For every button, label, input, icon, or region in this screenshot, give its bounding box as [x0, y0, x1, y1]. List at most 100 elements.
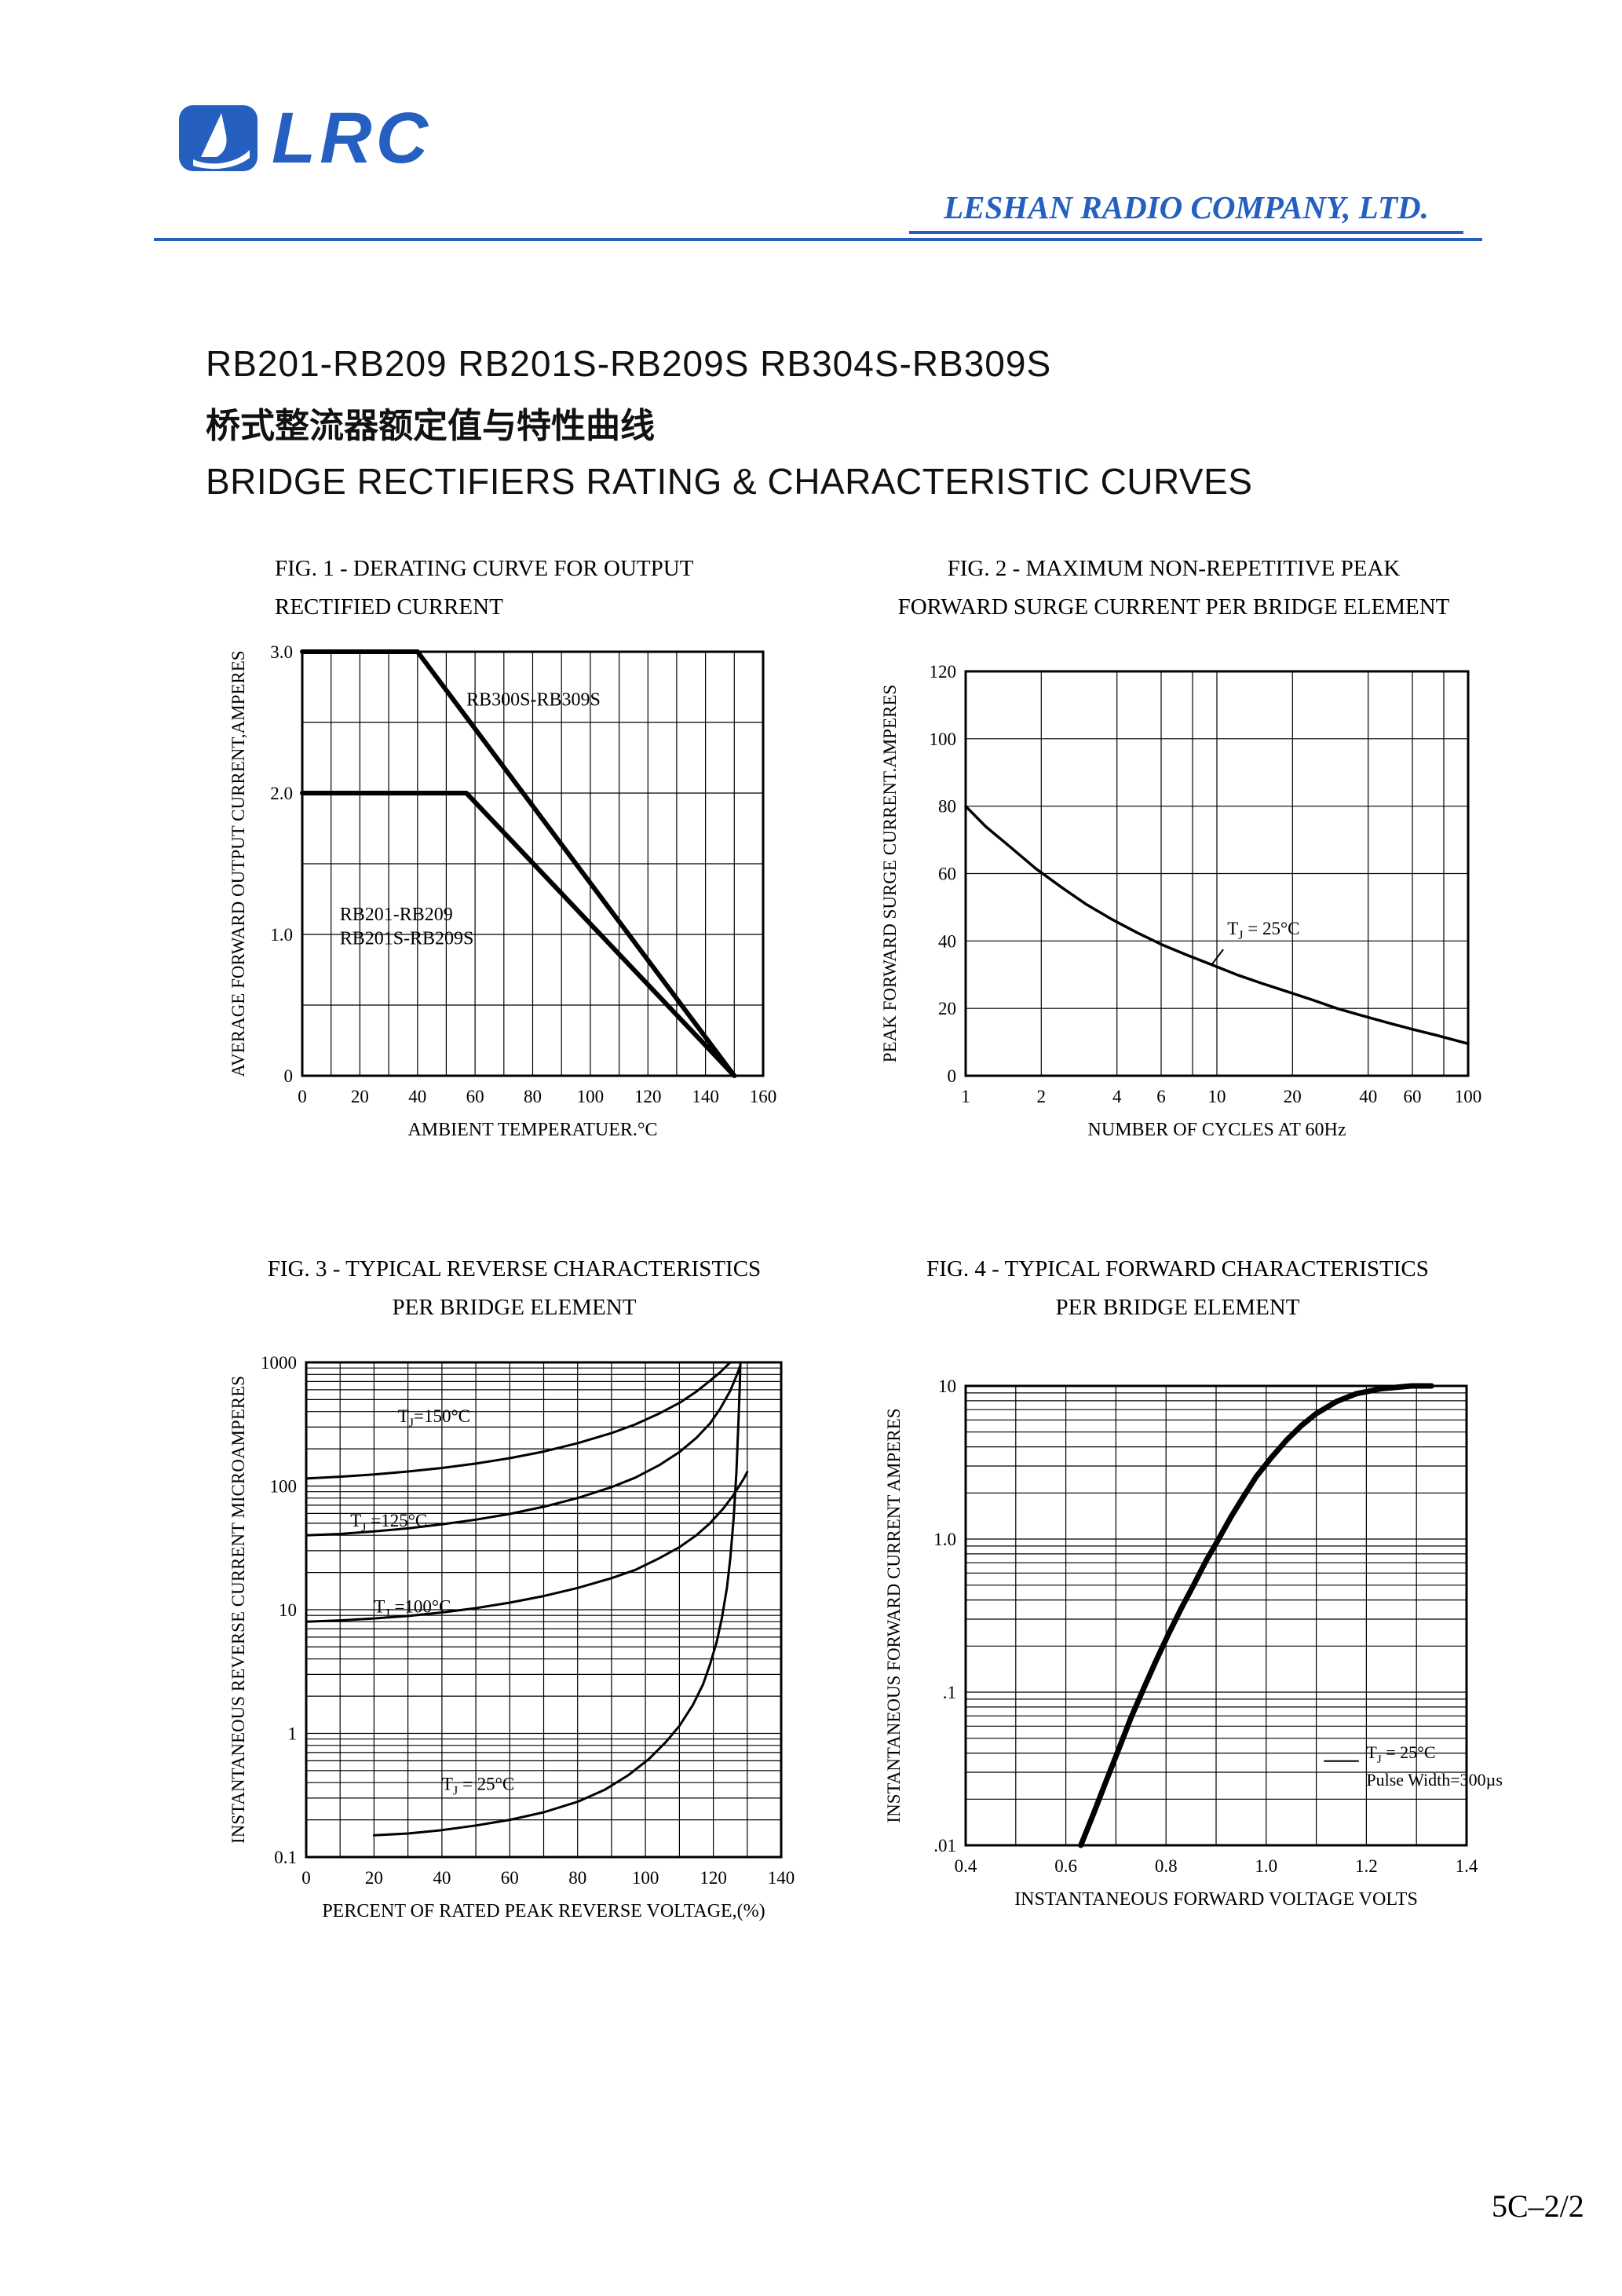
- chart-text: 0: [301, 1868, 311, 1888]
- chart-text: 0.4: [955, 1856, 977, 1876]
- figure-1-title-line1: FIG. 1 - DERATING CURVE FOR OUTPUT: [275, 556, 694, 581]
- chart-text: 80: [938, 797, 956, 817]
- figure-4-title-line2: PER BRIDGE ELEMENT: [1055, 1295, 1300, 1320]
- chart-text: RB201-RB209: [340, 905, 453, 925]
- chart-text: 120: [634, 1087, 662, 1106]
- lrc-logo: LRC: [177, 102, 432, 174]
- chart-text: PEAK FORWARD SURGE CURRENT.AMPERES: [880, 685, 900, 1062]
- chart-text: 1: [961, 1087, 970, 1106]
- figure-1-derating-chart: 0 20 40 60 80 100 120 140 160 0 1.0 2.0 3.0 AMBIENT T…: [228, 642, 776, 1140]
- data-curve: [1078, 1383, 1434, 1848]
- chart-text: 40: [1359, 1087, 1377, 1106]
- fig2-plot-area: 1 2 4 6 10 20 40 60 100 0 20 40 60 80 100 120 NUMBER OF …: [880, 662, 1481, 1140]
- chart-text: NUMBER OF CYCLES AT 60Hz: [1088, 1120, 1346, 1140]
- data-curve: [305, 1361, 732, 1480]
- chart-text: 10: [1208, 1087, 1226, 1106]
- chart-text: 80: [568, 1868, 586, 1888]
- plot-frame: [305, 1361, 783, 1859]
- company-name: LESHAN RADIO COMPANY, LTD.: [909, 188, 1463, 234]
- chart-text: 40: [433, 1868, 451, 1888]
- chart-text: RB201S-RB209S: [340, 929, 474, 949]
- chart-text: .1: [943, 1683, 956, 1702]
- figure-3-title: FIG. 3 - TYPICAL REVERSE CHARACTERISTICS…: [228, 1250, 801, 1327]
- chinese-title: 桥式整流器额定值与特性曲线: [206, 407, 655, 445]
- chart-text: 20: [351, 1087, 369, 1106]
- chart-text: 6: [1156, 1087, 1166, 1106]
- chart-text: 100: [577, 1087, 605, 1106]
- chart-text: 20: [938, 999, 956, 1018]
- data-curve: [305, 1471, 749, 1623]
- header-divider: [154, 238, 1482, 241]
- figure-4-title-line1: FIG. 4 - TYPICAL FORWARD CHARACTERISTICS: [926, 1256, 1429, 1281]
- plot-frame: [964, 670, 1470, 1077]
- figure-4-title: FIG. 4 - TYPICAL FORWARD CHARACTERISTICS…: [875, 1250, 1480, 1327]
- figure-1-title: FIG. 1 - DERATING CURVE FOR OUTPUT RECTI…: [275, 550, 777, 627]
- chart-text: TJ = 25°C: [1366, 1742, 1435, 1766]
- chart-text: 120: [700, 1868, 727, 1888]
- chart-text: RB300S-RB309S: [466, 689, 601, 710]
- chart-text: AVERAGE FORWARD OUTPUT CURRENT,AMPERES: [228, 650, 248, 1077]
- page-number: 5C–2/2: [1492, 2188, 1584, 2224]
- chart-text: 100: [632, 1868, 659, 1888]
- part-numbers-title: RB201-RB209 RB201S-RB209S RB304S-RB309S: [206, 343, 1052, 384]
- chart-text: 1.2: [1355, 1856, 1378, 1876]
- chart-text: 100: [270, 1477, 298, 1497]
- chart-text: 60: [938, 865, 956, 884]
- chart-text: 1.0: [933, 1530, 956, 1549]
- chart-text: 0: [298, 1087, 307, 1106]
- chart-text: 40: [938, 931, 956, 951]
- chart-text: 1.4: [1456, 1856, 1478, 1876]
- english-title: BRIDGE RECTIFIERS RATING & CHARACTERISTI…: [206, 461, 1253, 502]
- figure-2-title-line2: FORWARD SURGE CURRENT PER BRIDGE ELEMENT: [897, 594, 1450, 620]
- title-block: RB201-RB209 RB201S-RB209S RB304S-RB309S …: [206, 342, 1252, 503]
- data-curve: [300, 649, 737, 1078]
- chart-text: INSTANTANEOUS FORWARD CURRENT AMPERES: [884, 1408, 904, 1823]
- chart-text: INSTANTANEOUS REVERSE CURRENT MICROAMPER…: [228, 1376, 248, 1844]
- chart-text: 0: [948, 1066, 957, 1086]
- chart-text: 60: [1404, 1087, 1422, 1106]
- chart-text: 80: [524, 1087, 542, 1106]
- chart-text: 120: [930, 662, 957, 682]
- fig1-plot-area: 0 20 40 60 80 100 120 140 160 0 1.0 2.0 3.0 AMBIENT T…: [228, 642, 776, 1140]
- figure-1-title-line2: RECTIFIED CURRENT: [275, 594, 503, 620]
- figure-2-title-line1: FIG. 2 - MAXIMUM NON-REPETITIVE PEAK: [947, 556, 1401, 581]
- figure-3-reverse-characteristics-chart: 0 20 40 60 80 100 120 140 0.1 1 10 100 1000 PERCENT O…: [228, 1353, 795, 1921]
- data-curve: [305, 1364, 742, 1537]
- chart-text: 160: [750, 1087, 777, 1106]
- plot-frame: [964, 1384, 1468, 1847]
- chart-text: 2: [1037, 1087, 1047, 1106]
- chart-text: INSTANTANEOUS FORWARD VOLTAGE VOLTS: [1014, 1889, 1418, 1910]
- fig4-plot-area: 0.4 0.6 0.8 1.0 1.2 1.4 .01 .1 1.0 10 INSTANTANEOU…: [884, 1377, 1503, 1910]
- chart-text: 40: [408, 1087, 426, 1106]
- chart-text: 1.0: [1255, 1856, 1277, 1876]
- lrc-logo-text: LRC: [272, 98, 433, 178]
- chart-text: 20: [365, 1868, 383, 1888]
- chart-text: PERCENT OF RATED PEAK REVERSE VOLTAGE,(%…: [322, 1901, 765, 1921]
- chart-text: 140: [692, 1087, 719, 1106]
- chart-text: 60: [466, 1087, 484, 1106]
- chart-text: 0.8: [1155, 1856, 1178, 1876]
- chart-text: TJ =100°C: [374, 1597, 451, 1621]
- chart-text: 100: [930, 729, 957, 749]
- chart-text: TJ=150°C: [398, 1406, 470, 1430]
- chart-text: 1000: [261, 1353, 297, 1373]
- plot-frame: [301, 650, 765, 1077]
- chart-text: 1: [288, 1724, 298, 1744]
- figure-3-title-line2: PER BRIDGE ELEMENT: [392, 1295, 637, 1320]
- chart-text: 10: [938, 1377, 956, 1396]
- chart-text: 10: [279, 1600, 297, 1620]
- data-curve: [300, 791, 737, 1078]
- chart-text: 3.0: [270, 642, 293, 662]
- chart-text: Pulse Width=300µs: [1366, 1770, 1503, 1790]
- logo-sail-shape: [201, 113, 227, 157]
- lrc-logo-sailboat-icon: [179, 105, 258, 171]
- chart-text: 60: [501, 1868, 519, 1888]
- figure-4-forward-characteristics-chart: 0.4 0.6 0.8 1.0 1.2 1.4 .01 .1 1.0 10 INSTANTANEOU…: [884, 1377, 1503, 1910]
- data-curve: [372, 1361, 742, 1837]
- chart-text: 1.0: [270, 925, 293, 945]
- chart-text: 4: [1112, 1087, 1122, 1106]
- chart-text: 100: [1455, 1087, 1482, 1106]
- chart-text: 0.6: [1054, 1856, 1077, 1876]
- chart-text: .01: [933, 1836, 956, 1855]
